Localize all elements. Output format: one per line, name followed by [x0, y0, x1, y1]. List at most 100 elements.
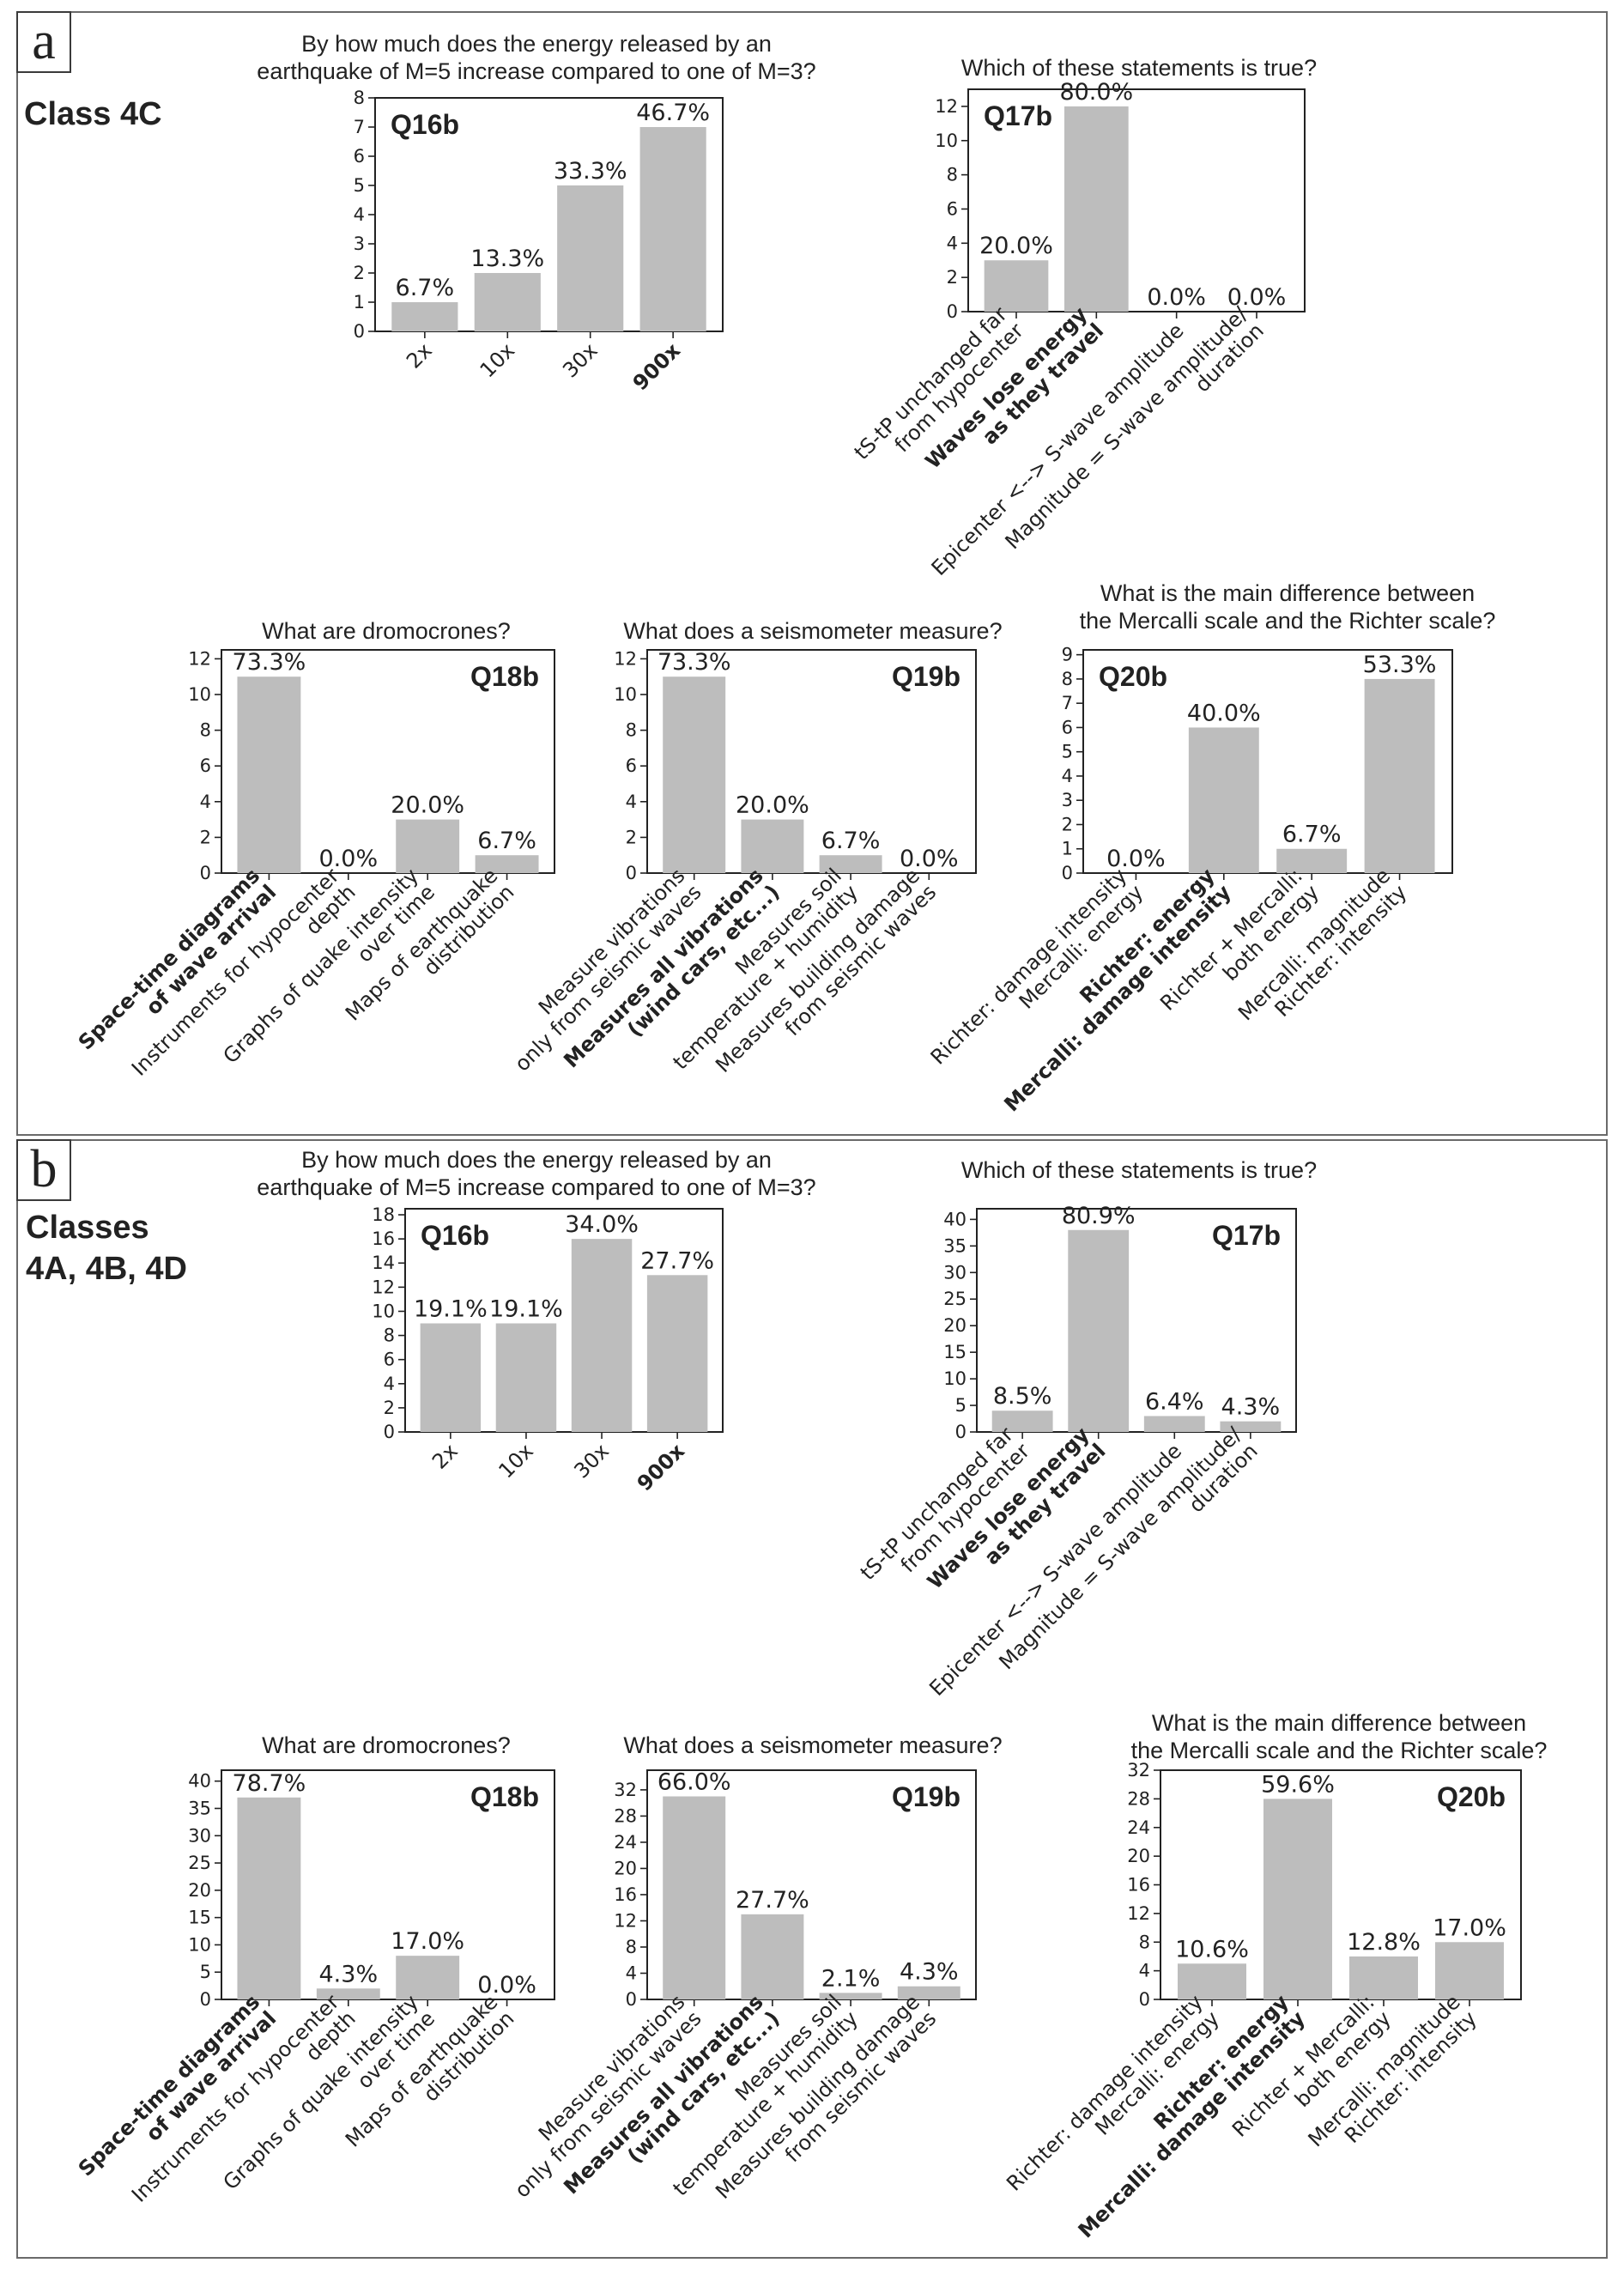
bar-value-label: 8.5% [993, 1383, 1052, 1410]
y-tick-label: 18 [372, 1204, 395, 1225]
bar [663, 1796, 726, 1999]
y-tick-label: 10 [614, 684, 637, 705]
bar-value-label: 53.3% [1363, 652, 1437, 678]
y-tick-label: 4 [626, 792, 637, 812]
y-tick-label: 40 [188, 1771, 211, 1792]
bar [991, 1410, 1053, 1432]
panel-a: a Class 4C [16, 11, 1608, 1136]
bar [1276, 848, 1348, 873]
bar-value-label: 20.0% [736, 792, 809, 819]
y-tick-label: 12 [372, 1277, 395, 1297]
bar [646, 1275, 708, 1432]
question-label: Q20b [1437, 1781, 1506, 1812]
chart-title: What are dromocrones? [262, 618, 511, 644]
panel-letter: a [32, 12, 56, 70]
y-tick-label: 0 [384, 1422, 395, 1442]
y-tick-label: 4 [384, 1374, 395, 1394]
panel-b: b Classes 4A, 4B, 4D [16, 1139, 1608, 2259]
y-tick-label: 25 [188, 1853, 211, 1873]
y-tick-label: 20 [188, 1880, 211, 1901]
question-label: Q16b [391, 109, 459, 140]
y-tick-label: 0 [947, 301, 958, 322]
bar-value-label: 13.3% [470, 246, 544, 272]
panel-letter-box [16, 1139, 71, 1201]
y-tick-label: 14 [372, 1253, 395, 1273]
y-tick-label: 6 [947, 198, 958, 219]
y-tick-label: 10 [935, 130, 958, 151]
y-tick-label: 8 [200, 720, 211, 741]
bar [639, 127, 706, 331]
y-tick-label: 6 [200, 755, 211, 776]
y-tick-label: 0 [354, 321, 365, 342]
y-tick-label: 6 [626, 755, 637, 776]
bar [741, 819, 804, 873]
chart-title: earthquake of M=5 increase compared to o… [257, 58, 815, 84]
y-tick-label: 32 [614, 1780, 637, 1800]
chart-title: What does a seismometer measure? [623, 1732, 1002, 1758]
y-tick-label: 12 [1127, 1903, 1150, 1924]
y-tick-label: 12 [614, 648, 637, 669]
bar-value-label: 0.0% [1147, 284, 1206, 311]
y-tick-label: 8 [626, 720, 637, 741]
bar [316, 1988, 380, 1999]
y-tick-label: 1 [354, 292, 365, 312]
question-label: Q17b [1212, 1220, 1281, 1251]
bar-value-label: 10.6% [1175, 1936, 1249, 1963]
y-tick-label: 10 [188, 684, 211, 705]
y-tick-label: 3 [1062, 790, 1073, 810]
question-label: Q17b [984, 100, 1052, 131]
bar [741, 1914, 804, 1999]
bar [663, 676, 726, 873]
y-tick-label: 2 [384, 1398, 395, 1418]
bar-value-label: 19.1% [489, 1296, 563, 1323]
y-tick-label: 4 [1139, 1961, 1150, 1981]
bar [420, 1323, 482, 1432]
bar-value-label: 4.3% [900, 1959, 959, 1986]
bar-value-label: 73.3% [657, 649, 731, 676]
y-tick-label: 4 [1062, 766, 1073, 786]
bar [495, 1323, 557, 1432]
bar [897, 1986, 960, 1999]
bar-value-label: 6.7% [821, 828, 881, 854]
y-tick-label: 2 [626, 827, 637, 847]
y-tick-label: 0 [200, 863, 211, 883]
chart-title: What does a seismometer measure? [623, 618, 1002, 644]
chart-title: What are dromocrones? [262, 1732, 511, 1758]
y-tick-label: 8 [384, 1326, 395, 1346]
bar [819, 855, 882, 873]
bar [1220, 1421, 1282, 1432]
y-tick-label: 28 [1127, 1788, 1150, 1809]
y-tick-label: 12 [188, 648, 211, 669]
bar [396, 819, 460, 873]
bar-value-label: 20.0% [979, 233, 1053, 259]
question-label: Q18b [470, 661, 539, 692]
bar [237, 676, 301, 873]
y-tick-label: 5 [1062, 742, 1073, 762]
y-tick-label: 12 [614, 1910, 637, 1931]
y-tick-label: 8 [947, 165, 958, 185]
bar-value-label: 6.7% [477, 828, 536, 854]
plot-frame [976, 1208, 1297, 1433]
bar [1349, 1956, 1418, 1999]
panel-letter: b [31, 1140, 58, 1198]
y-tick-label: 2 [1062, 814, 1073, 834]
bar-value-label: 0.0% [900, 846, 959, 872]
bar-value-label: 27.7% [736, 1887, 809, 1914]
y-tick-label: 6 [384, 1350, 395, 1370]
bar-value-label: 33.3% [554, 158, 627, 185]
question-label: Q16b [421, 1220, 489, 1251]
y-tick-label: 8 [354, 88, 365, 108]
bar-value-label: 80.9% [1062, 1203, 1136, 1229]
bar-value-label: 78.7% [233, 1770, 306, 1797]
bar [391, 302, 458, 331]
y-tick-label: 30 [943, 1262, 967, 1283]
question-label: Q18b [470, 1781, 539, 1812]
class-label: 4A, 4B, 4D [26, 1251, 187, 1287]
class-label: Class 4C [24, 96, 162, 132]
y-tick-label: 35 [188, 1799, 211, 1819]
y-tick-label: 0 [1062, 863, 1073, 883]
y-tick-label: 4 [626, 1963, 637, 1983]
bar-value-label: 17.0% [391, 1928, 464, 1955]
y-tick-label: 12 [935, 96, 958, 117]
y-tick-label: 10 [372, 1301, 395, 1321]
